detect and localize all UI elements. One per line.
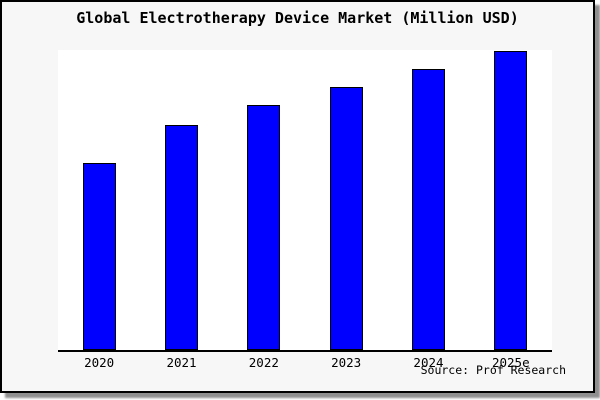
bar-slot-2020 [58,50,140,350]
x-tick-label-2022: 2022 [248,355,279,370]
bar-slot-2023 [305,50,387,350]
x-tick-label-2023: 2023 [331,355,362,370]
x-tick-label-2021: 2021 [166,355,197,370]
bar-2021 [164,124,198,350]
bar-slot-2024 [387,50,469,350]
x-tick-label-2020: 2020 [84,355,115,370]
bar-slot-2022 [223,50,305,350]
plot-area [58,50,552,352]
chart-frame: Global Electrotherapy Device Market (Mil… [0,0,595,393]
x-tick-label-2025e: 2025e [491,355,530,370]
x-tick-labels: 2020 2021 2022 2023 2024 2025e [58,355,552,370]
bar-slot-2021 [140,50,222,350]
bar-2022 [247,105,281,350]
bar-2023 [329,86,363,350]
x-tick-label-2024: 2024 [413,355,444,370]
bar-2024 [411,69,445,350]
bar-2025e [494,50,528,350]
source-note: Source: Prof Research [420,363,566,377]
chart-title: Global Electrotherapy Device Market (Mil… [76,9,519,27]
bar-2020 [82,162,116,350]
bar-slot-2025e [470,50,552,350]
